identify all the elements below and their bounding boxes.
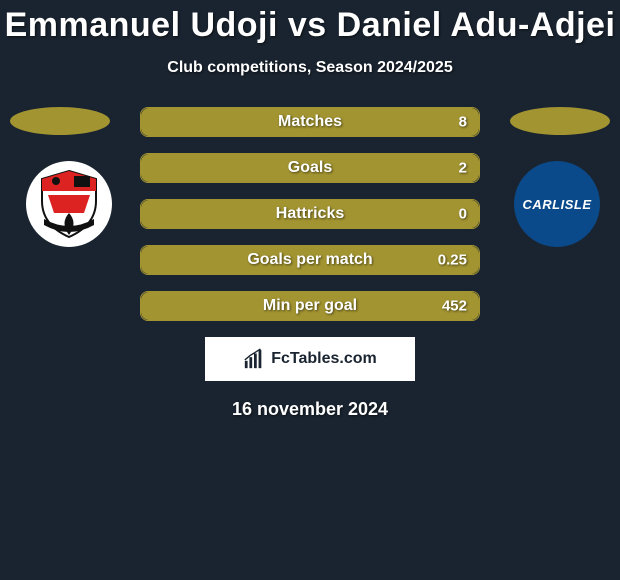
stat-bar: Hattricks 0	[140, 199, 480, 229]
carlisle-text: CARLISLE	[523, 197, 592, 212]
footer-brand-text: FcTables.com	[271, 350, 377, 368]
stat-bar-label: Matches	[278, 113, 342, 131]
stat-bar: Goals per match 0.25	[140, 245, 480, 275]
stat-bar: Matches 8	[140, 107, 480, 137]
club-logo-right: CARLISLE	[514, 161, 600, 247]
footer-brand-box: FcTables.com	[205, 337, 415, 381]
club-logo-left	[26, 161, 112, 247]
stat-bar-left-fill	[141, 200, 293, 228]
stat-bar: Goals 2	[140, 153, 480, 183]
stat-bar-label: Goals per match	[247, 251, 372, 269]
subtitle: Club competitions, Season 2024/2025	[0, 59, 620, 77]
stat-bar-value: 8	[459, 114, 467, 131]
comparison-content: CARLISLE Matches 8 Goals 2 Hattricks 0 Goals p…	[0, 107, 620, 321]
player-ellipse-right	[510, 107, 610, 135]
bromley-shield-icon	[38, 169, 100, 239]
stat-bar-label: Hattricks	[276, 205, 344, 223]
stat-bar-left-fill	[141, 108, 293, 136]
date-text: 16 november 2024	[0, 399, 620, 420]
stat-bar-value: 452	[442, 298, 467, 315]
stat-bar-left-fill	[141, 154, 293, 182]
player-ellipse-left	[10, 107, 110, 135]
stat-bar-label: Goals	[288, 159, 332, 177]
stat-bar: Min per goal 452	[140, 291, 480, 321]
stat-bars: Matches 8 Goals 2 Hattricks 0 Goals per match 0…	[140, 107, 480, 321]
stat-bar-value: 0	[459, 206, 467, 223]
stat-bar-label: Min per goal	[263, 297, 357, 315]
stat-bar-value: 0.25	[438, 252, 467, 269]
chart-icon	[243, 348, 265, 370]
stat-bar-value: 2	[459, 160, 467, 177]
page-title: Emmanuel Udoji vs Daniel Adu-Adjei	[0, 0, 620, 45]
